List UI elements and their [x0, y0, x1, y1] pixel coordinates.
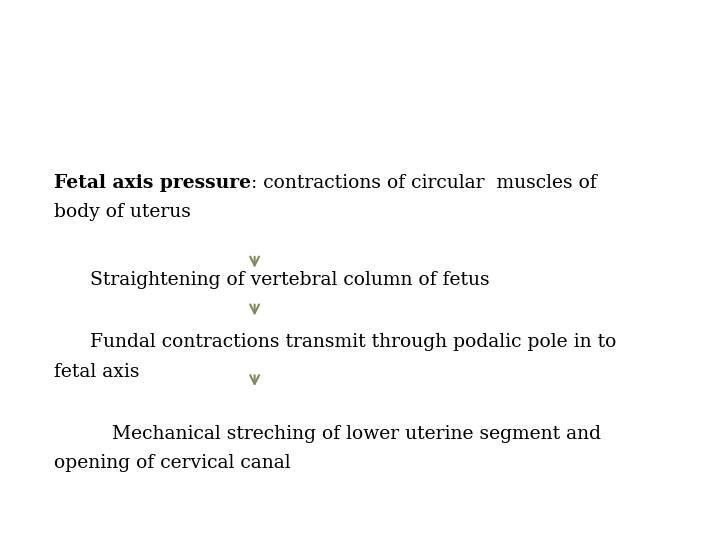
Text: Fundal contractions transmit through podalic pole in to: Fundal contractions transmit through pod… [90, 333, 616, 351]
Text: opening of cervical canal: opening of cervical canal [54, 455, 291, 472]
Text: body of uterus: body of uterus [54, 204, 191, 221]
Text: Straightening of vertebral column of fetus: Straightening of vertebral column of fet… [90, 271, 490, 289]
Text: Fetal axis pressure: Fetal axis pressure [54, 174, 251, 192]
Text: Mechanical streching of lower uterine segment and: Mechanical streching of lower uterine se… [112, 425, 600, 443]
Text: : contractions of circular  muscles of: : contractions of circular muscles of [251, 174, 597, 192]
Text: fetal axis: fetal axis [54, 363, 140, 381]
